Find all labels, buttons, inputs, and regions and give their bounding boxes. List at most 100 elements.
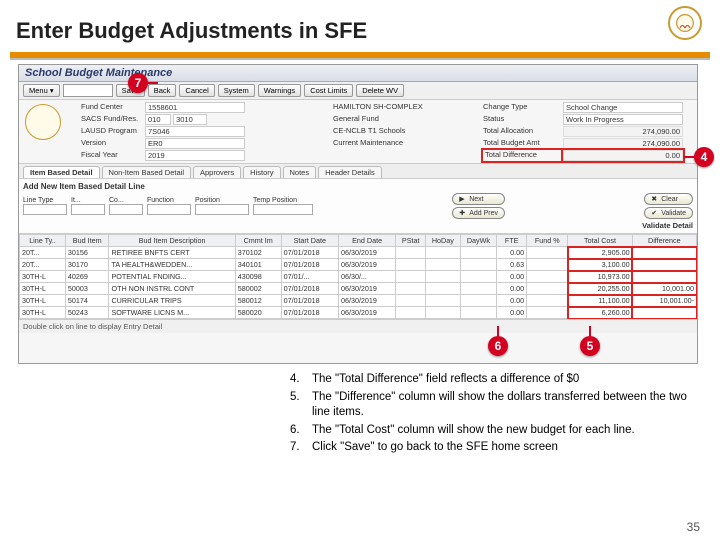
col-header[interactable]: Total Cost (568, 235, 632, 247)
col-header[interactable]: Fund % (527, 235, 568, 247)
col-header[interactable]: HoDay (426, 235, 460, 247)
sacs-label: SACS Fund/Res. (81, 114, 141, 125)
toolbar-search-input[interactable] (63, 84, 113, 97)
table-row[interactable]: 20T...30170TA HEALTH&WEDDEN...34010107/0… (20, 259, 697, 271)
cell: TA HEALTH&WEDDEN... (109, 259, 235, 271)
footer-hint: Double click on line to display Entry De… (19, 319, 697, 333)
cell (527, 283, 568, 295)
cell: 07/01/2018 (281, 295, 338, 307)
col-header[interactable]: DayWk (460, 235, 497, 247)
cell: 30170 (65, 259, 109, 271)
tab-header-details[interactable]: Header Details (318, 166, 382, 178)
cell (426, 307, 460, 319)
cell: 30TH-L (20, 271, 66, 283)
cell: 20T... (20, 247, 66, 259)
cell: 6,260.00 (568, 307, 632, 319)
col-header[interactable]: End Date (338, 235, 395, 247)
fundcenter-desc: HAMILTON SH-COMPLEX (333, 102, 453, 113)
cell: RETIREE BNFTS CERT (109, 247, 235, 259)
clear-icon: ✖ (651, 195, 659, 203)
fld-temp-input[interactable] (253, 204, 313, 215)
col-header[interactable]: Cmmt Im (235, 235, 281, 247)
cancel-button[interactable]: Cancel (179, 84, 214, 97)
note-item: 4.The "Total Difference" field reflects … (290, 372, 690, 388)
tab-non-item-based-detail[interactable]: Non-Item Based Detail (102, 166, 191, 178)
lausdprog-value: 7S046 (145, 126, 245, 137)
col-header[interactable]: Line Ty.. (20, 235, 66, 247)
table-row[interactable]: 30TH-L50174CURRICULAR TRIPS58001207/01/2… (20, 295, 697, 307)
cell: 430098 (235, 271, 281, 283)
cell: CURRICULAR TRIPS (109, 295, 235, 307)
cell: 07/01/... (281, 271, 338, 283)
back-button[interactable]: Back (148, 84, 177, 97)
fld-it-input[interactable] (71, 204, 105, 215)
note-text: Click "Save" to go back to the SFE home … (312, 440, 558, 456)
cell (426, 283, 460, 295)
col-header[interactable]: Difference (632, 235, 696, 247)
next-button[interactable]: ▶Next (452, 193, 505, 205)
fld-position-input[interactable] (195, 204, 249, 215)
cell: POTENTIAL FNDING... (109, 271, 235, 283)
col-header[interactable]: Start Date (281, 235, 338, 247)
fld-func-label: Function (147, 197, 191, 204)
lausdprog-desc: CE-NCLB T1 Schools (333, 126, 453, 137)
cell: 30TH-L (20, 295, 66, 307)
cell: 2,905.00 (568, 247, 632, 259)
cell: 0.00 (497, 271, 527, 283)
col-header[interactable]: Bud Item (65, 235, 109, 247)
seal-icon (25, 104, 61, 140)
col-header[interactable]: FTE (497, 235, 527, 247)
tab-notes[interactable]: Notes (283, 166, 317, 178)
note-number: 4. (290, 372, 312, 388)
tab-history[interactable]: History (243, 166, 280, 178)
table-row[interactable]: 30TH-L50003OTH NON INSTRL CONT58000207/0… (20, 283, 697, 295)
fld-it-label: It... (71, 197, 105, 204)
header-seal (23, 102, 75, 161)
fy-label: Fiscal Year (81, 150, 141, 161)
costlimits-button[interactable]: Cost Limits (304, 84, 353, 97)
fld-co-input[interactable] (109, 204, 143, 215)
cell (527, 271, 568, 283)
fld-temp-label: Temp Position (253, 197, 313, 204)
fld-linetype-input[interactable] (23, 204, 67, 215)
title-rule-gray (10, 58, 710, 60)
detail-grid[interactable]: Line Ty..Bud ItemBud Item DescriptionCmm… (19, 234, 697, 319)
cell: 10,001.00- (632, 295, 696, 307)
add-line-panel: Add New Item Based Detail Line Line Type… (19, 179, 697, 234)
plus-icon: ✚ (459, 209, 467, 217)
add-line-heading: Add New Item Based Detail Line (23, 182, 693, 191)
warnings-button[interactable]: Warnings (258, 84, 301, 97)
tab-item-based-detail[interactable]: Item Based Detail (23, 166, 100, 178)
cell: 0.00 (497, 247, 527, 259)
header-info: Fund Center 1558601 HAMILTON SH-COMPLEX … (19, 100, 697, 163)
check-icon: ✔ (651, 209, 659, 217)
table-row[interactable]: 30TH-L50243SOFTWARE LICNS M...58002007/0… (20, 307, 697, 319)
totalalloc-value: 274,090.00 (563, 126, 683, 137)
totalbudget-label: Total Budget Amt (483, 138, 563, 149)
validate-button[interactable]: ✔Validate (644, 207, 693, 219)
col-header[interactable]: PStat (396, 235, 426, 247)
logo-icon (675, 13, 695, 33)
callout-4: 4 (694, 147, 714, 167)
totaldiff-value: 0.00 (563, 150, 683, 161)
cell: 06/30/2019 (338, 295, 395, 307)
version-label: Version (81, 138, 141, 149)
note-item: 6.The "Total Cost" column will show the … (290, 423, 690, 439)
table-row[interactable]: 20T...30156RETIREE BNFTS CERT37010207/01… (20, 247, 697, 259)
addprev-button[interactable]: ✚Add Prev (452, 207, 505, 219)
note-item: 7.Click "Save" to go back to the SFE hom… (290, 440, 690, 456)
cell: 580012 (235, 295, 281, 307)
fld-func-input[interactable] (147, 204, 191, 215)
cell: 11,100.00 (568, 295, 632, 307)
system-button[interactable]: System (218, 84, 255, 97)
tab-approvers[interactable]: Approvers (193, 166, 241, 178)
table-row[interactable]: 30TH-L40269POTENTIAL FNDING...43009807/0… (20, 271, 697, 283)
deletewv-button[interactable]: Delete WV (356, 84, 404, 97)
clear-button[interactable]: ✖Clear (644, 193, 693, 205)
cell: 07/01/2018 (281, 247, 338, 259)
sacs-desc: General Fund (333, 114, 453, 125)
menu-button[interactable]: Menu ▾ (23, 84, 60, 97)
col-header[interactable]: Bud Item Description (109, 235, 235, 247)
cell (632, 307, 696, 319)
cell: 06/30/2019 (338, 307, 395, 319)
